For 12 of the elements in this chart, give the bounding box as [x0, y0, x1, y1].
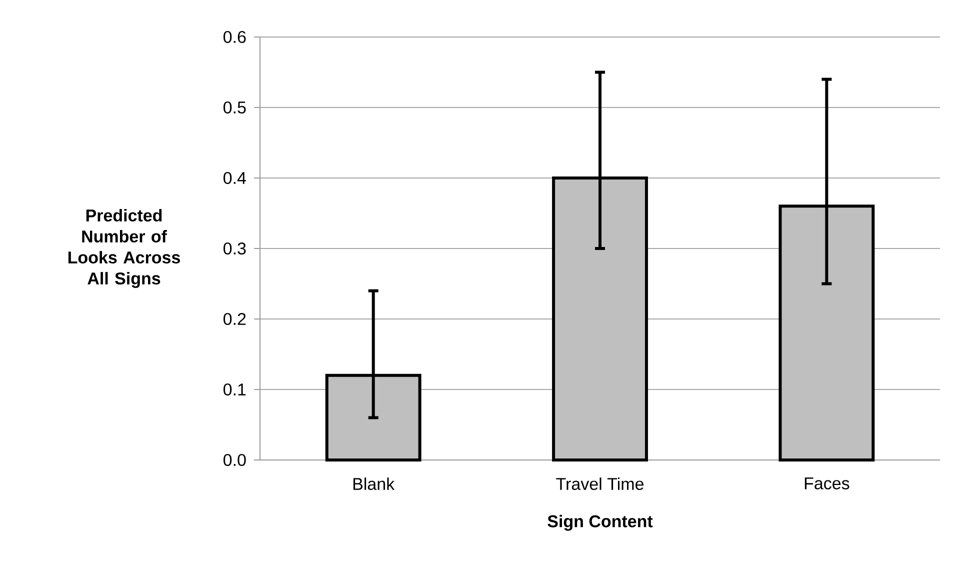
y-tick-label: 0.6	[224, 30, 246, 44]
x-tick-label: Faces	[804, 478, 850, 490]
y-tick-label: 0.4	[224, 172, 246, 184]
x-tick-label: Travel Time	[556, 478, 644, 490]
x-axis-title: Sign Content	[548, 514, 653, 531]
y-tick-label: 0.3	[224, 242, 246, 255]
y-axis-title: Predicted Number of Looks Across All Signs	[68, 209, 180, 288]
y-tick-label: 0.0	[224, 454, 246, 466]
y-tick-label: 0.2	[224, 312, 246, 326]
x-tick-label: Blank	[353, 478, 395, 490]
y-tick-label: 0.5	[224, 101, 246, 114]
y-tick-label: 0.1	[224, 383, 246, 396]
